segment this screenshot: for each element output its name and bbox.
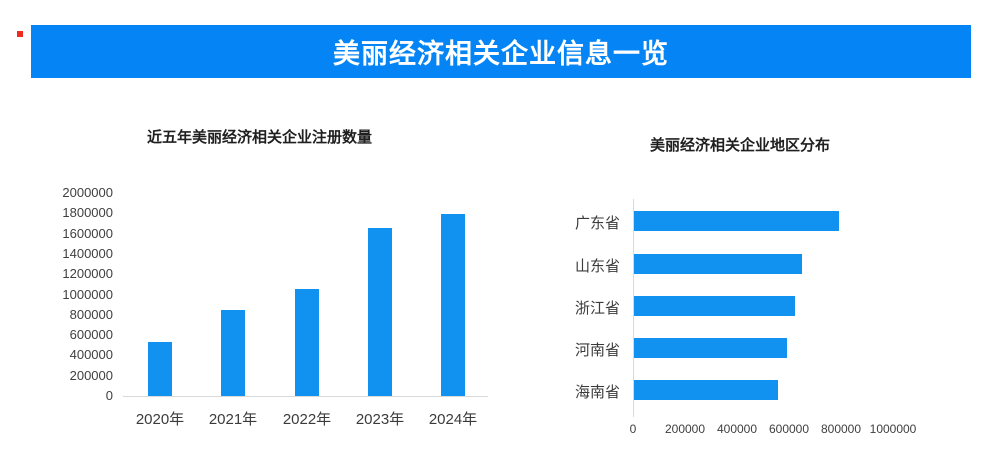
x-tick-label: 1000000 xyxy=(869,422,917,436)
y-tick-label: 0 xyxy=(105,388,113,403)
x-tick-label: 600000 xyxy=(768,422,810,436)
registrations-bar-chart: 近五年美丽经济相关企业注册数量 0 200000 400000 600000 80000… xyxy=(60,120,490,440)
page-title: 美丽经济相关企业信息一览 xyxy=(333,39,669,69)
y-tick-label: 1600000 xyxy=(62,225,113,241)
x-category-label: 2023年 xyxy=(355,411,405,428)
y-tick-label: 1000000 xyxy=(62,286,113,302)
y-tick-label: 2000000 xyxy=(62,185,113,200)
x-category-label: 2022年 xyxy=(282,411,332,428)
x-tick-label: 400000 xyxy=(716,422,758,436)
x-category-label: 2024年 xyxy=(428,411,478,428)
y-category-label: 山东省 xyxy=(574,257,620,275)
y-tick-label: 1800000 xyxy=(62,205,113,221)
bar xyxy=(221,310,245,396)
x-tick-label: 0 xyxy=(629,422,637,436)
y-axis-line xyxy=(633,199,634,417)
bar xyxy=(634,338,788,358)
right-chart-title: 美丽经济相关企业地区分布 xyxy=(650,137,831,154)
y-tick-label: 400000 xyxy=(69,347,113,363)
bar xyxy=(634,296,796,316)
bar xyxy=(295,289,319,396)
y-tick-label: 800000 xyxy=(69,306,113,322)
red-mark xyxy=(17,31,23,37)
y-category-label: 广东省 xyxy=(574,215,620,232)
y-tick-label: 1200000 xyxy=(62,266,113,282)
x-tick-label: 200000 xyxy=(664,422,706,436)
y-tick-label: 1400000 xyxy=(62,245,113,261)
x-category-label: 2021年 xyxy=(208,411,258,428)
y-tick-label: 600000 xyxy=(69,327,113,343)
y-category-label: 河南省 xyxy=(574,342,620,359)
header-banner: 美丽经济相关企业信息一览 xyxy=(31,25,971,78)
region-distribution-bar-chart: 美丽经济相关企业地区分布 广东省山东省浙江省河南省海南省 0 200000 40000… xyxy=(540,120,970,445)
bar xyxy=(368,227,392,396)
bar xyxy=(148,342,172,396)
bar xyxy=(441,214,465,396)
y-category-label: 浙江省 xyxy=(574,300,620,317)
bar xyxy=(634,211,840,231)
x-tick-label: 800000 xyxy=(820,422,862,436)
left-chart-title: 近五年美丽经济相关企业注册数量 xyxy=(147,129,373,146)
y-category-label: 海南省 xyxy=(574,384,620,401)
bar xyxy=(634,380,779,400)
y-tick-label: 200000 xyxy=(69,367,113,383)
bar xyxy=(634,253,802,274)
x-category-label: 2020年 xyxy=(135,411,185,428)
x-axis-line xyxy=(123,396,488,397)
